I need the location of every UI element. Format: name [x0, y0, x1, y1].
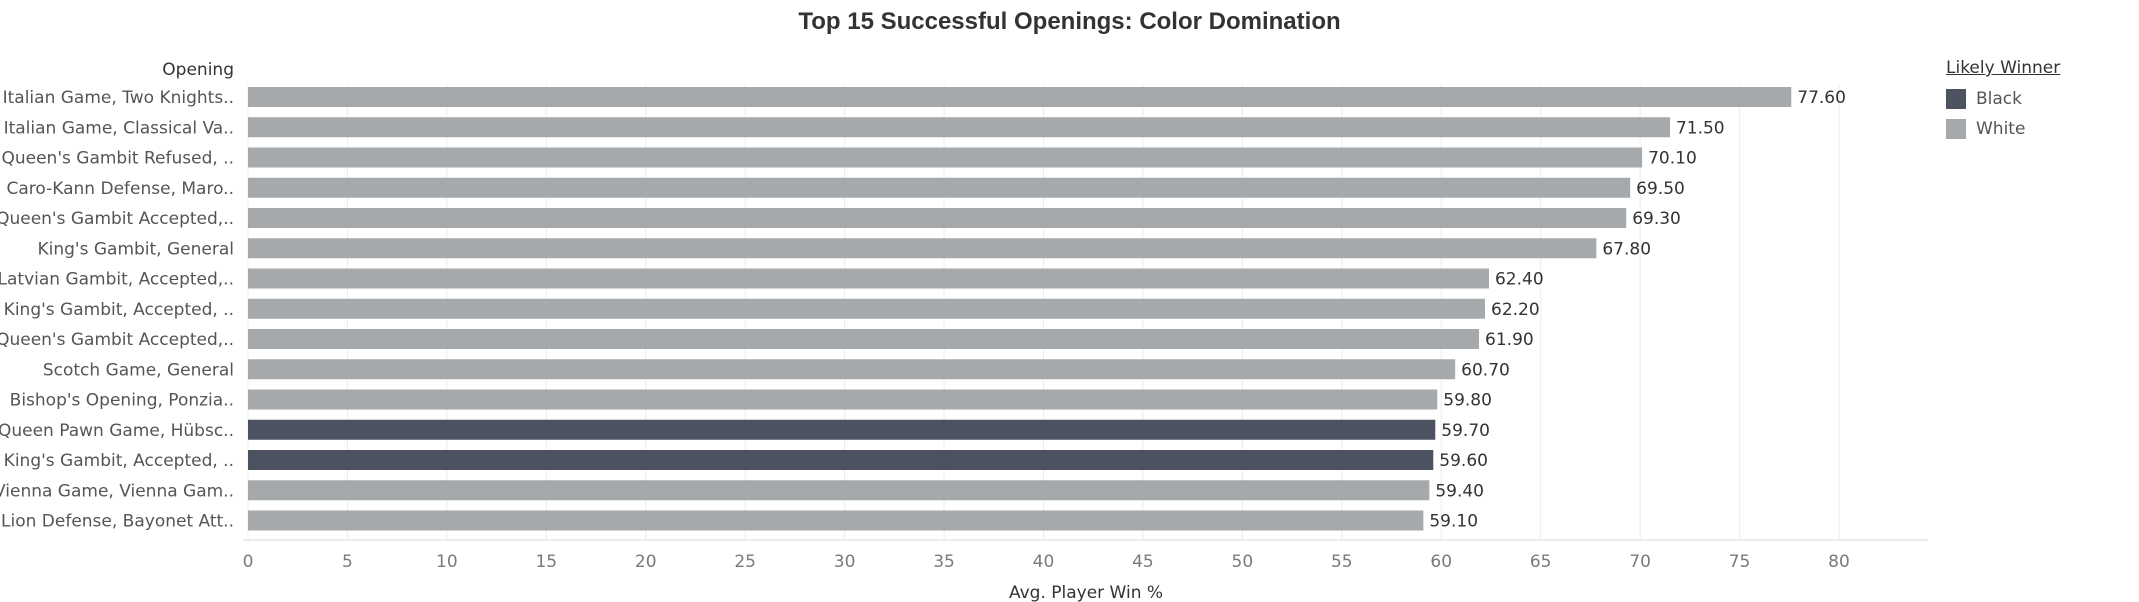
x-tick-label: 5	[342, 552, 353, 572]
legend-swatch-black	[1946, 89, 1966, 109]
bar-value-label: 67.80	[1602, 239, 1651, 259]
x-tick-label: 15	[535, 552, 557, 572]
x-tick-label: 55	[1331, 552, 1353, 572]
x-axis-label: Avg. Player Win %	[1009, 583, 1163, 602]
category-label: Lion Defense, Bayonet Att..	[1, 512, 234, 532]
x-tick-label: 35	[933, 552, 955, 572]
category-label: King's Gambit, Accepted, ..	[4, 300, 234, 320]
x-tick-label: 80	[1828, 552, 1850, 572]
bar-value-label: 62.20	[1491, 300, 1540, 320]
bar[interactable]	[248, 177, 1631, 198]
bar[interactable]	[248, 480, 1430, 501]
bar-value-label: 59.60	[1439, 451, 1488, 471]
category-label: Bishop's Opening, Ponzia..	[10, 391, 234, 411]
legend-item-black[interactable]: Black	[1946, 84, 2060, 114]
bar-value-label: 69.30	[1632, 209, 1681, 229]
category-label: King's Gambit, Accepted, ..	[4, 451, 234, 471]
bar[interactable]	[248, 298, 1486, 319]
bars: 77.60 71.50 70.10 69.50 69.30 67.80 62.40 62.20…	[248, 87, 1846, 532]
x-tick-label: 60	[1430, 552, 1452, 572]
bar[interactable]	[248, 208, 1627, 228]
category-label: Scotch Game, General	[43, 360, 234, 380]
x-tick-label: 20	[635, 552, 657, 572]
bar-value-label: 59.10	[1429, 512, 1478, 532]
bar[interactable]	[248, 147, 1643, 168]
x-tick-label: 40	[1033, 552, 1055, 572]
category-label: Queen's Gambit Refused, ..	[1, 149, 234, 169]
bar-value-label: 70.10	[1648, 149, 1697, 169]
category-labels: Italian Game, Two Knights.. Italian Game,…	[0, 88, 234, 532]
bar[interactable]	[248, 510, 1424, 531]
bar-value-label: 61.90	[1485, 330, 1534, 350]
bar-value-label: 69.50	[1636, 179, 1685, 199]
bar[interactable]	[248, 419, 1436, 440]
x-tick-label: 25	[734, 552, 756, 572]
bar[interactable]	[248, 450, 1434, 470]
bar[interactable]	[248, 389, 1438, 410]
legend-label-white: White	[1976, 119, 2026, 139]
category-label: Queen's Gambit Accepted,..	[0, 330, 234, 350]
category-label: Italian Game, Classical Va..	[4, 118, 234, 138]
x-tick-label: 10	[436, 552, 458, 572]
bar-value-label: 59.70	[1441, 421, 1490, 441]
bar[interactable]	[248, 268, 1489, 289]
x-tick-label: 30	[834, 552, 856, 572]
legend: Likely Winner Black White	[1946, 58, 2060, 144]
x-tick-label: 0	[243, 552, 254, 572]
bar[interactable]	[248, 238, 1597, 259]
category-label: King's Gambit, General	[37, 239, 234, 259]
x-tick-label: 45	[1132, 552, 1154, 572]
legend-label-black: Black	[1976, 89, 2022, 109]
bar[interactable]	[248, 87, 1792, 107]
bar-value-label: 59.40	[1435, 481, 1484, 501]
legend-swatch-white	[1946, 119, 1966, 139]
legend-title: Likely Winner	[1946, 58, 2061, 78]
category-label: Italian Game, Two Knights..	[3, 88, 234, 108]
bar[interactable]	[248, 329, 1480, 349]
x-tick-label: 65	[1530, 552, 1552, 572]
category-label: Latvian Gambit, Accepted,..	[0, 270, 234, 290]
category-header: Opening	[162, 60, 234, 80]
bar-value-label: 77.60	[1797, 88, 1846, 108]
chart-title: Top 15 Successful Openings: Color Domina…	[798, 8, 1341, 35]
legend-item-white[interactable]: White	[1946, 114, 2060, 144]
category-label: Vienna Game, Vienna Gam..	[0, 481, 234, 501]
bar-value-label: 59.80	[1443, 391, 1492, 411]
x-tick-label: 70	[1629, 552, 1651, 572]
bar-value-label: 60.70	[1461, 360, 1510, 380]
bar-value-label: 71.50	[1676, 118, 1725, 138]
bar[interactable]	[248, 117, 1670, 138]
x-tick-label: 50	[1232, 552, 1254, 572]
x-tick-label: 75	[1729, 552, 1751, 572]
category-label: Caro-Kann Defense, Maro..	[7, 179, 234, 199]
bar[interactable]	[248, 359, 1456, 380]
category-label: Queen Pawn Game, Hübsc..	[0, 421, 234, 441]
category-label: Queen's Gambit Accepted,..	[0, 209, 234, 229]
bar-value-label: 62.40	[1495, 270, 1544, 290]
x-axis-ticks: 0 5 10 15 20 25 30 35 40 45 50 55 60 65 70 75 80	[243, 552, 1850, 572]
